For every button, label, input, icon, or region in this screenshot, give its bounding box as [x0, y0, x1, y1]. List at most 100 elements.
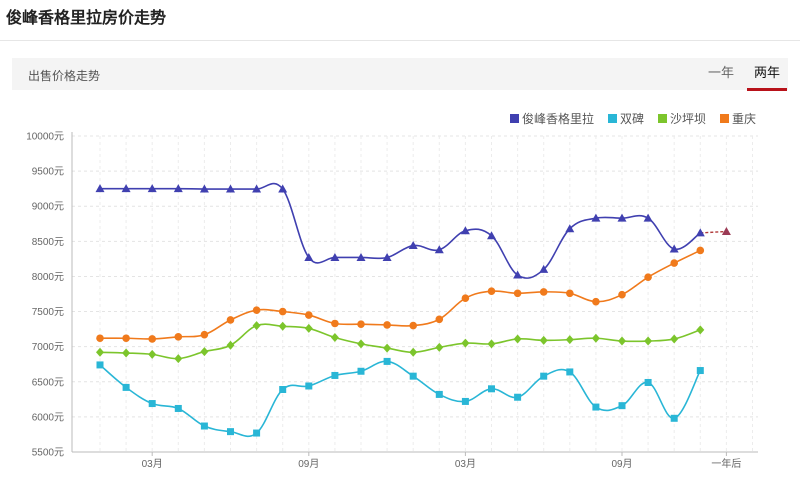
data-point-shapingba — [565, 335, 574, 345]
data-point-chongqing — [409, 321, 418, 330]
data-point-junfeng — [643, 213, 653, 222]
data-point-chongqing — [644, 273, 652, 281]
data-point-shuangbei — [540, 372, 548, 380]
legend-label-junfeng: 俊峰香格里拉 — [521, 112, 594, 126]
data-point-chongqing — [487, 287, 496, 295]
chart-toolbar: 出售价格走势 一年 两年 — [12, 58, 788, 91]
y-tick-label: 6500元 — [32, 377, 64, 388]
data-point-chongqing — [539, 288, 548, 296]
data-point-shapingba — [435, 342, 444, 352]
x-tick-label: 03月 — [455, 458, 476, 470]
data-point-shuangbei — [253, 429, 261, 437]
data-point-shuangbei — [383, 357, 391, 365]
legend-item-shuangbei[interactable]: 双碑 — [607, 110, 644, 127]
data-point-junfeng — [330, 252, 340, 261]
series-line-shuangbei — [99, 360, 702, 438]
legend-swatch-shuangbei — [607, 114, 617, 123]
data-point-chongqing — [96, 334, 104, 343]
data-point-junfeng — [226, 184, 235, 193]
data-point-chongqing — [592, 297, 600, 306]
data-point-shuangbei — [331, 371, 339, 379]
data-point-chongqing — [148, 335, 156, 343]
data-point-junfeng — [669, 244, 679, 253]
data-point-shapingba — [383, 343, 392, 353]
data-point-shuangbei — [305, 382, 313, 390]
data-point-shapingba — [696, 325, 705, 335]
data-point-chongqing — [383, 321, 391, 329]
data-point-shuangbei — [670, 414, 678, 422]
data-point-chongqing — [200, 330, 209, 339]
data-point-junfeng — [278, 184, 288, 193]
data-point-junfeng — [513, 270, 523, 279]
y-tick-label: 10000元 — [26, 132, 64, 143]
data-point-shuangbei — [514, 393, 522, 401]
y-tick-label: 9000元 — [32, 202, 64, 213]
data-point-shuangbei — [174, 404, 182, 412]
data-point-shuangbei — [566, 368, 574, 376]
data-point-chongqing — [305, 311, 313, 319]
data-point-chongqing — [618, 290, 626, 299]
legend-item-shapingba[interactable]: 沙坪坝 — [657, 110, 706, 127]
data-point-shuangbei — [357, 367, 365, 375]
data-point-shuangbei — [618, 402, 626, 410]
data-point-shapingba — [174, 354, 183, 364]
data-point-junfeng — [565, 224, 575, 233]
data-point-chongqing — [357, 320, 365, 328]
series-line-chongqing — [99, 249, 701, 340]
y-tick-label: 7000元 — [32, 342, 64, 353]
y-tick-label: 5500元 — [32, 448, 64, 459]
data-point-chongqing — [696, 246, 705, 255]
tab-two-years[interactable]: 两年 — [747, 58, 787, 91]
data-point-shapingba — [226, 340, 235, 350]
data-point-junfeng — [147, 184, 157, 193]
data-point-junfeng — [408, 241, 418, 250]
data-point-shapingba — [539, 335, 548, 345]
data-point-chongqing — [566, 289, 574, 298]
data-point-shapingba — [304, 323, 313, 333]
legend-item-junfeng[interactable]: 俊峰香格里拉 — [509, 110, 594, 127]
legend-swatch-chongqing — [719, 114, 729, 123]
data-point-junfeng — [356, 252, 366, 261]
data-point-chongqing — [226, 316, 235, 324]
data-point-shuangbei — [279, 386, 287, 394]
data-point-shuangbei — [644, 378, 652, 386]
data-point-shuangbei — [148, 400, 156, 408]
y-tick-label: 6000元 — [32, 412, 64, 423]
data-point-chongqing — [331, 319, 339, 328]
data-point-chongqing — [435, 315, 444, 324]
data-point-junfeng — [173, 184, 183, 193]
data-point-shapingba — [644, 336, 653, 346]
data-point-shuangbei — [461, 397, 469, 405]
x-tick-label: 03月 — [142, 458, 163, 470]
data-point-chongqing — [174, 333, 183, 341]
chart-legend: 俊峰香格里拉 双碑 沙坪坝 重庆 — [509, 110, 756, 127]
data-point-junfeng — [252, 184, 262, 193]
series-line-shapingba — [99, 323, 701, 360]
data-point-junfeng — [434, 245, 444, 254]
series-line-junfeng — [100, 182, 701, 279]
data-point-shapingba — [618, 336, 626, 346]
title-divider — [0, 40, 800, 41]
data-point-junfeng — [695, 228, 705, 237]
data-point-shuangbei — [96, 361, 104, 369]
data-point-chongqing — [252, 306, 261, 314]
legend-label-shuangbei: 双碑 — [619, 112, 644, 126]
data-point-shapingba — [200, 347, 209, 357]
data-point-junfeng — [460, 226, 470, 235]
data-point-shuangbei — [435, 390, 443, 398]
tab-one-year[interactable]: 一年 — [707, 65, 734, 80]
data-point-chongqing — [461, 294, 470, 303]
series-forecast-junfeng — [700, 230, 727, 234]
y-tick-label: 8000元 — [32, 272, 64, 283]
data-point-shuangbei — [488, 385, 495, 393]
data-point-chongqing — [670, 259, 678, 267]
data-point-shuangbei — [227, 428, 234, 436]
legend-label-shapingba: 沙坪坝 — [669, 112, 706, 126]
x-tick-label: 一年后 — [711, 457, 741, 470]
legend-item-chongqing[interactable]: 重庆 — [719, 110, 756, 127]
data-point-junfeng — [487, 231, 496, 240]
data-point-shapingba — [357, 339, 365, 349]
data-point-junfeng — [304, 252, 314, 261]
data-point-shapingba — [330, 333, 339, 343]
